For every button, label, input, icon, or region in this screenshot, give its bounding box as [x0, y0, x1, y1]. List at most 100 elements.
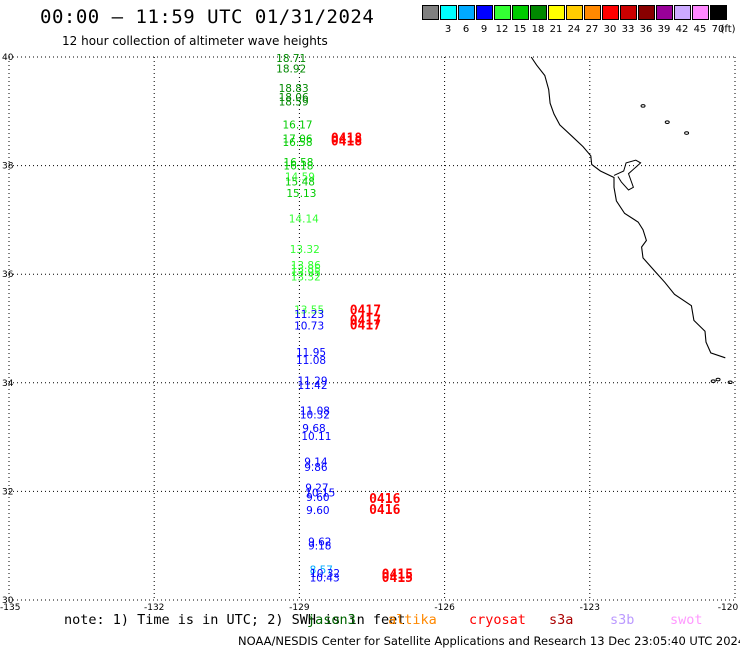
observation-labels: 18.7118.9218.8318.0618.5916.1717.0616.58…: [276, 53, 340, 585]
lon-tick-label: -126: [434, 603, 455, 613]
legend-swatch: [476, 5, 493, 20]
legend-swatch: [584, 5, 601, 20]
wave-height-label: 18.59: [279, 96, 309, 108]
wave-height-label: 13.95: [291, 267, 321, 279]
wave-height-label: 15.48: [285, 177, 315, 189]
lat-tick-label: 36: [2, 270, 14, 280]
legend-label: 45: [693, 24, 707, 35]
satellite-jason3-label: jason3: [307, 612, 356, 628]
island-outline: [664, 120, 670, 124]
lon-tick-label: -123: [580, 603, 600, 613]
legend-swatch: [566, 5, 583, 20]
revolution-label: 0418: [331, 131, 362, 146]
wave-height-label: 10.73: [294, 321, 324, 333]
bay-outline: [613, 159, 642, 191]
legend-swatch: [494, 5, 511, 20]
legend-swatch: [674, 5, 691, 20]
revolution-label: 0416: [369, 503, 400, 518]
wave-height-label: 10.32: [310, 568, 340, 580]
wave-height-label: 14.14: [289, 214, 319, 226]
legend-label: 3: [444, 24, 452, 35]
satellite-s3a-label: s3a: [549, 612, 574, 628]
island-outline: [640, 104, 646, 108]
island-outline: [684, 131, 690, 135]
map-title: 00:00 – 11:59 UTC 01/31/2024: [40, 6, 375, 28]
revolution-label: 0415: [382, 567, 413, 582]
legend-swatch: [548, 5, 565, 20]
wave-height-label: 8.57: [310, 564, 333, 576]
wave-height-label: 18.83: [279, 83, 309, 95]
wave-height-label: 9.86: [304, 462, 328, 474]
legend-swatch: [638, 5, 655, 20]
legend-label: 27: [585, 24, 599, 35]
legend-label: 21: [549, 24, 563, 35]
wave-height-label: 11.23: [294, 309, 324, 321]
legend-label: 36: [639, 24, 653, 35]
island-outline: [710, 379, 716, 383]
legend-swatch: [602, 5, 619, 20]
legend-label: 9: [480, 24, 488, 35]
legend-swatch: [422, 5, 439, 20]
wave-height-label: 11.29: [297, 375, 327, 387]
legend-label: 70: [711, 24, 725, 35]
satellite-cryosat-label: cryosat: [469, 612, 526, 628]
legend-swatch: [656, 5, 673, 20]
revolution-label: 0418: [331, 135, 362, 150]
wave-height-label: 11.42: [297, 380, 327, 392]
wave-height-label: 18.92: [276, 64, 306, 76]
satellite-altika-label: altika: [388, 612, 437, 628]
wave-height-label: 13.55: [294, 304, 324, 316]
footer-credit: NOAA/NESDIS Center for Satellite Applica…: [238, 634, 740, 648]
wave-height-label: 10.32: [300, 410, 330, 422]
wave-height-label: 11.08: [296, 355, 326, 367]
wave-height-label: 10.11: [301, 431, 331, 443]
wave-height-label: 13.85: [291, 264, 321, 276]
legend-swatch: [692, 5, 709, 20]
legend-swatch: [440, 5, 457, 20]
wave-height-label: 9.27: [305, 482, 328, 494]
legend-label: 42: [675, 24, 689, 35]
lon-tick-label: -132: [144, 603, 164, 613]
legend-label: 39: [657, 24, 671, 35]
lat-tick-label: 38: [2, 162, 14, 172]
revolution-label: 0415: [382, 571, 413, 586]
wave-height-label: 9.68: [302, 423, 325, 435]
wave-height-label: 11.08: [300, 405, 330, 417]
lat-tick-label: 32: [2, 487, 13, 497]
legend-swatch: [512, 5, 529, 20]
wave-height-label: 9.18: [308, 541, 331, 553]
wave-height-label: 10.43: [310, 573, 340, 585]
satellite-swot-label: swot: [670, 612, 703, 628]
lat-tick-label: 40: [2, 53, 14, 63]
satellite-s3b-label: s3b: [610, 612, 635, 628]
legend-label: 33: [621, 24, 635, 35]
legend-label: 6: [462, 24, 470, 35]
wave-height-label: 15.13: [286, 188, 316, 200]
legend-label: 15: [513, 24, 527, 35]
axis-labels: 40 38 36 34 32 30-135 -132 -129 -126 -123 -120: [0, 53, 738, 613]
lat-lon-grid: [8, 56, 736, 601]
wave-height-label: 9.62: [308, 537, 331, 549]
wave-height-label: 16.17: [282, 120, 312, 132]
wave-height-label: 11.95: [296, 347, 326, 359]
wave-height-label: 13.32: [291, 272, 321, 284]
legend-swatch: [620, 5, 637, 20]
legend-swatch: [458, 5, 475, 20]
wave-height-label: 9.14: [304, 456, 328, 468]
wave-height-label: 9.60: [306, 492, 329, 504]
map-subtitle: 12 hour collection of altimeter wave hei…: [62, 34, 328, 48]
lon-tick-label: -129: [289, 603, 310, 613]
revolution-label: 0416: [369, 492, 400, 507]
revolution-label: 0417: [350, 314, 381, 329]
legend-label: 30: [603, 24, 617, 35]
california-coastline: [530, 56, 726, 359]
lat-tick-label: 30: [2, 596, 14, 606]
wave-height-label: 18.71: [276, 53, 306, 65]
wave-height-label: 14.59: [285, 171, 315, 183]
revolution-label: 0417: [350, 319, 381, 334]
wave-height-label: 16.58: [282, 137, 312, 149]
wave-height-label: 10.15: [305, 487, 335, 499]
lat-tick-label: 34: [2, 379, 14, 389]
